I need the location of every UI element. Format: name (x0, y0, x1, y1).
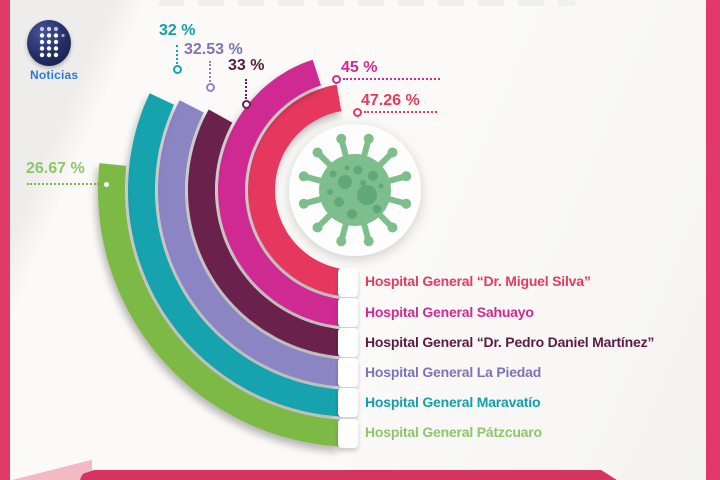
cropped-title-remnant (158, 0, 576, 6)
ring-la-piedad (158, 100, 340, 387)
logo-sphere-icon (27, 20, 71, 66)
noticias-logo: Noticias (24, 18, 94, 82)
ring-maravatio (128, 93, 340, 417)
bottom-banner (80, 470, 620, 480)
coronavirus-icon (298, 133, 412, 247)
logo-wordmark: Noticias (30, 68, 79, 82)
ring-patzcuaro (98, 163, 340, 447)
ring-miguel-silva (248, 84, 342, 296)
occupancy-rings (98, 59, 342, 447)
ring-sahuayo (218, 59, 340, 327)
right-accent-bar (706, 0, 720, 480)
left-accent-bar (0, 0, 10, 480)
logo-dot-grid-icon (39, 26, 65, 58)
ring-pedro-daniel-martinez (188, 109, 340, 357)
